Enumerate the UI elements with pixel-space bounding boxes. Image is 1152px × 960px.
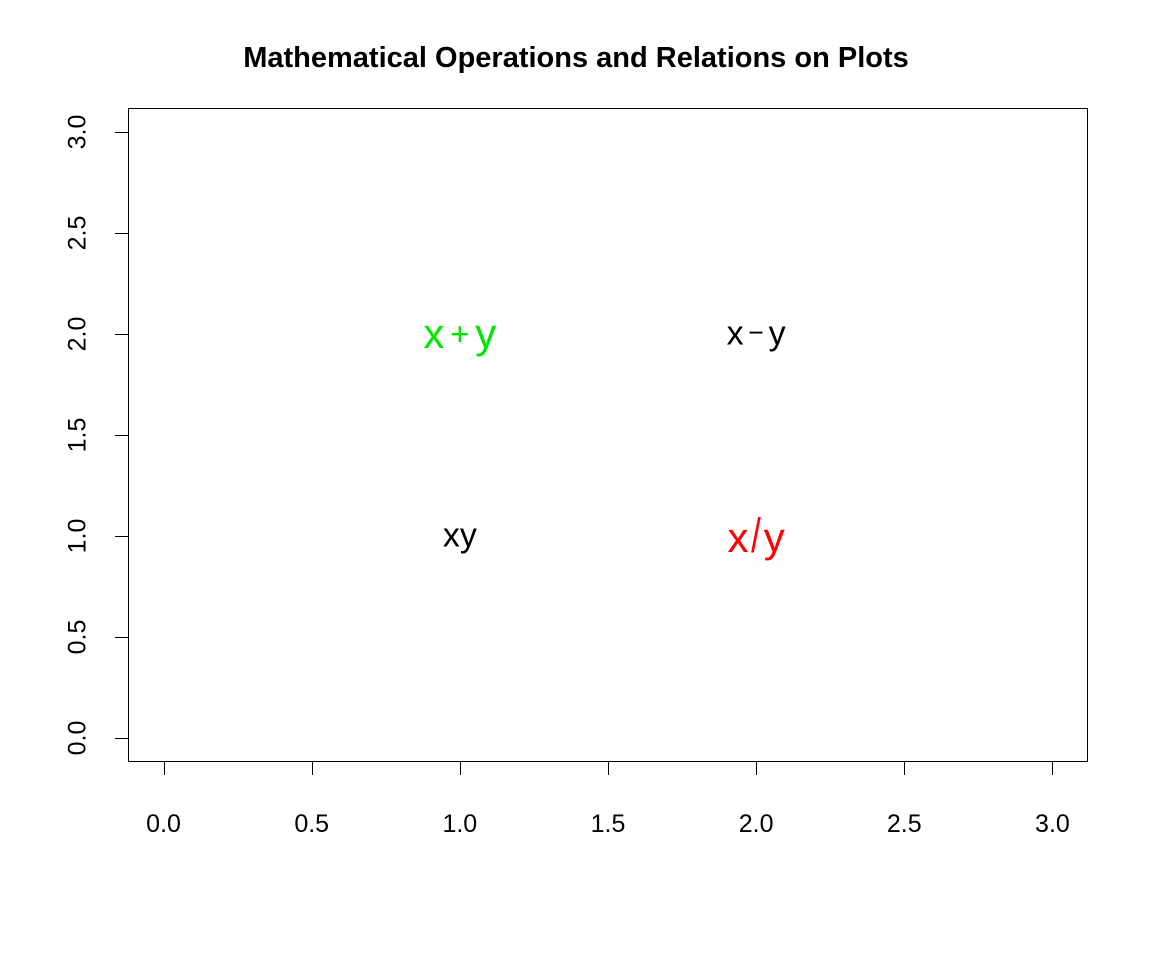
y-tick [115,334,128,335]
y-tick-label: 1.0 [64,519,93,554]
x-tick [608,762,609,775]
x-tick [312,762,313,775]
x-tick [904,762,905,775]
annotation-part: x [727,315,744,353]
x-tick [756,762,757,775]
annotation-part: x [727,514,748,561]
x-tick-label: 3.0 [1035,810,1070,839]
annotation: x−y [727,315,786,354]
annotation-part: y [769,315,786,353]
annotation-part: x [423,310,444,357]
annotation: x+y [423,310,496,358]
annotation-part: + [444,315,475,353]
annotation-part: / [751,508,762,564]
plot-area [128,108,1088,762]
x-tick-label: 1.0 [442,810,477,839]
chart-container: Mathematical Operations and Relations on… [0,0,1152,960]
y-tick [115,435,128,436]
x-tick-label: 0.0 [146,810,181,839]
y-tick-label: 2.0 [64,317,93,352]
annotation-part: y [764,514,785,561]
y-tick [115,536,128,537]
annotation-part: y [475,310,496,357]
y-tick-label: 1.5 [64,418,93,453]
x-tick-label: 0.5 [294,810,329,839]
y-tick [115,637,128,638]
y-tick-label: 0.0 [64,720,93,755]
x-tick-label: 2.0 [739,810,774,839]
x-tick [1052,762,1053,775]
y-tick [115,233,128,234]
annotation: x/y [727,508,784,564]
x-tick [164,762,165,775]
x-tick-label: 1.5 [591,810,626,839]
y-tick [115,738,128,739]
y-tick-label: 0.5 [64,619,93,654]
chart-title: Mathematical Operations and Relations on… [0,42,1152,75]
annotation-part: − [744,318,769,349]
annotation-part: xy [443,516,477,554]
y-tick-label: 3.0 [64,115,93,150]
x-tick [460,762,461,775]
x-tick-label: 2.5 [887,810,922,839]
y-tick [115,132,128,133]
annotation: xy [443,516,477,555]
y-tick-label: 2.5 [64,216,93,251]
